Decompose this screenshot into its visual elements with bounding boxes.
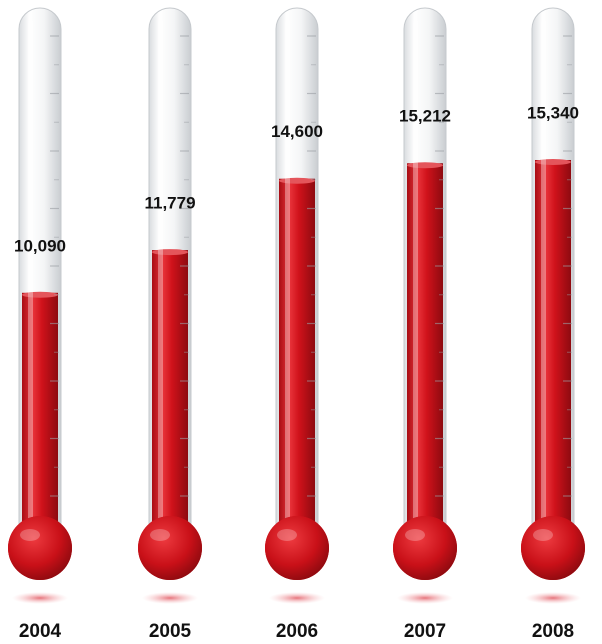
value-label: 14,600 [271, 122, 323, 141]
bulb-shadow [12, 592, 68, 604]
bulb-shadow [269, 592, 325, 604]
x-tick-label: 2004 [19, 621, 62, 642]
bulb-shadow [397, 592, 453, 604]
bulb-gloss [150, 529, 170, 541]
bulb-shade [393, 516, 457, 580]
bulb-shadow [525, 592, 581, 604]
x-tick-label: 2007 [404, 621, 446, 642]
bulb-gloss [405, 529, 425, 541]
tube-highlight [28, 20, 33, 528]
x-tick-label: 2006 [276, 621, 318, 642]
x-tick-label: 2005 [149, 621, 192, 642]
mercury-top [407, 162, 443, 169]
mercury-top [279, 177, 315, 184]
tube-highlight [413, 20, 418, 528]
tube-highlight [158, 20, 163, 528]
bulb-gloss [20, 529, 40, 541]
tube-highlight [285, 20, 290, 528]
x-tick-label: 2008 [532, 621, 574, 642]
bar [279, 178, 315, 548]
bulb-shade [8, 516, 72, 580]
bulb-shadow [142, 592, 198, 604]
bar [22, 292, 58, 548]
value-label: 10,090 [14, 236, 66, 255]
bulb-gloss [533, 529, 553, 541]
bar [407, 163, 443, 548]
mercury-top [535, 159, 571, 165]
mercury-top [152, 249, 188, 256]
tube-highlight [541, 20, 546, 528]
value-label: 11,779 [144, 194, 195, 213]
mercury-top [22, 291, 58, 298]
bar [535, 160, 571, 548]
bulb-shade [265, 516, 329, 580]
bar [152, 250, 188, 548]
bulb-shade [521, 516, 585, 580]
value-label: 15,212 [399, 107, 451, 126]
bulb-gloss [277, 529, 297, 541]
bulb-shade [138, 516, 202, 580]
value-label: 15,340 [527, 103, 579, 122]
